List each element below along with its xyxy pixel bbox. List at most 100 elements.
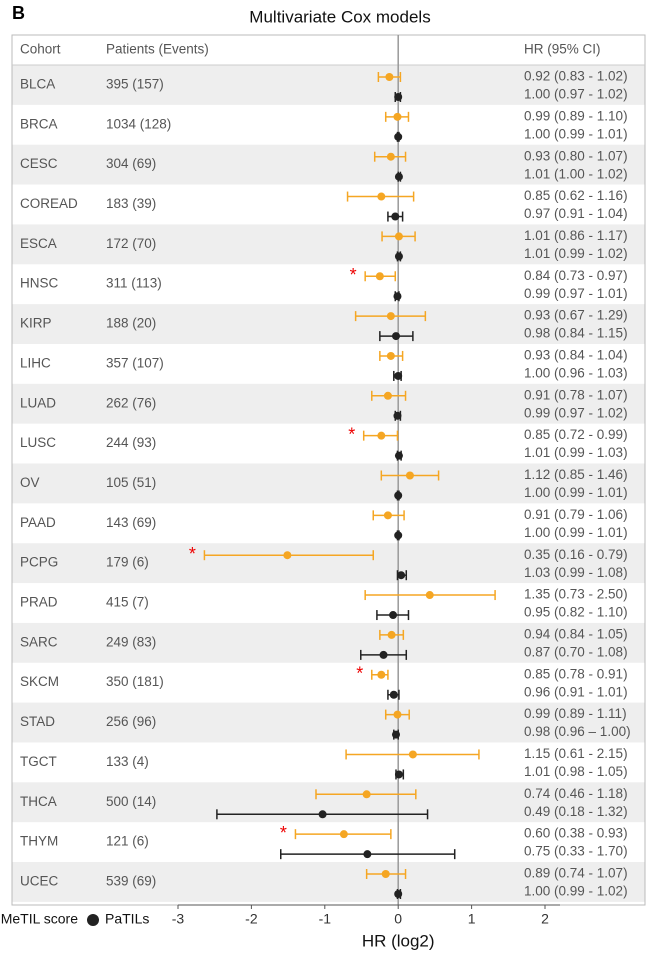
- ci-label: 0.89 (0.74 - 1.07): [524, 866, 628, 881]
- cohort-label: LUSC: [20, 435, 56, 450]
- cohort-label: PRAD: [20, 595, 58, 610]
- x-tick-label: 1: [468, 911, 476, 927]
- estimate-point: [386, 351, 395, 360]
- column-header: Patients (Events): [106, 42, 209, 57]
- chart-title: Multivariate Cox models: [249, 7, 430, 26]
- patients-label: 256 (96): [106, 714, 156, 729]
- estimate-point: [393, 112, 402, 121]
- patients-label: 262 (76): [106, 395, 156, 410]
- ci-label: 1.00 (0.97 - 1.02): [524, 87, 628, 102]
- estimate-point: [391, 332, 400, 341]
- cohort-label: SKCM: [20, 674, 59, 689]
- patients-label: 244 (93): [106, 435, 156, 450]
- x-tick-label: 2: [541, 911, 549, 927]
- ci-label: 1.00 (0.96 - 1.03): [524, 366, 628, 381]
- ci-label: 0.98 (0.84 - 1.15): [524, 326, 628, 341]
- patients-label: 105 (51): [106, 475, 156, 490]
- ci-label: 1.00 (0.99 - 1.01): [524, 525, 628, 540]
- ci-label: 0.99 (0.89 - 1.11): [524, 706, 627, 721]
- estimate-point: [394, 491, 403, 500]
- cohort-label: THYM: [20, 834, 58, 849]
- estimate-point: [393, 411, 402, 420]
- estimate-point: [362, 790, 371, 799]
- estimate-point: [394, 890, 403, 898]
- estimate-point: [394, 132, 403, 141]
- row-band: [12, 463, 645, 504]
- patients-label: 395 (157): [106, 76, 164, 91]
- ci-label: 0.75 (0.33 - 1.70): [524, 844, 628, 859]
- estimate-point: [383, 391, 392, 400]
- ci-label: 0.93 (0.80 - 1.07): [524, 148, 628, 163]
- estimate-point: [405, 471, 414, 480]
- ci-label: 1.00 (0.99 - 1.01): [524, 485, 628, 500]
- significance-mark: *: [280, 823, 287, 843]
- ci-label: 0.87 (0.70 - 1.08): [524, 644, 628, 659]
- legend-label: MeTIL score: [1, 911, 78, 927]
- cohort-label: HNSC: [20, 276, 59, 291]
- estimate-point: [408, 750, 417, 759]
- row-band: [12, 304, 645, 344]
- patients-label: 1034 (128): [106, 116, 171, 131]
- column-header: Cohort: [20, 42, 61, 57]
- cohort-label: OV: [20, 475, 40, 490]
- ci-label: 0.60 (0.38 - 0.93): [524, 826, 628, 841]
- row-band: [12, 862, 645, 902]
- ci-label: 0.93 (0.84 - 1.04): [524, 348, 628, 363]
- ci-label: 0.74 (0.46 - 1.18): [524, 786, 628, 801]
- cohort-label: COREAD: [20, 196, 78, 211]
- ci-label: 0.97 (0.91 - 1.04): [524, 206, 628, 221]
- ci-label: 0.94 (0.84 - 1.05): [524, 626, 628, 641]
- significance-mark: *: [350, 265, 357, 285]
- cohort-label: PCPG: [20, 555, 58, 570]
- estimate-point: [377, 670, 386, 679]
- ci-label: 0.95 (0.82 - 1.10): [524, 605, 628, 620]
- estimate-point: [391, 730, 400, 739]
- cohort-label: STAD: [20, 714, 55, 729]
- cohort-label: UCEC: [20, 873, 59, 888]
- row-band: [12, 543, 645, 584]
- cohort-label: TGCT: [20, 754, 57, 769]
- ci-label: 0.99 (0.97 - 1.02): [524, 405, 628, 420]
- cohort-label: SARC: [20, 634, 58, 649]
- x-tick-label: -1: [319, 911, 332, 927]
- estimate-point: [377, 192, 386, 201]
- row-band: [12, 383, 645, 424]
- ci-label: 1.01 (0.98 - 1.05): [524, 764, 628, 779]
- ci-label: 1.12 (0.85 - 1.46): [524, 467, 628, 482]
- ci-label: 1.01 (0.86 - 1.17): [524, 228, 628, 243]
- row-band: [12, 782, 645, 823]
- estimate-point: [394, 451, 403, 460]
- patients-label: 188 (20): [106, 316, 156, 331]
- estimate-point: [379, 650, 388, 659]
- ci-label: 1.01 (1.00 - 1.02): [524, 166, 628, 181]
- estimate-point: [393, 292, 402, 301]
- significance-mark: *: [356, 664, 363, 684]
- estimate-point: [397, 571, 406, 580]
- patients-label: 143 (69): [106, 515, 156, 530]
- ci-label: 1.35 (0.73 - 2.50): [524, 587, 628, 602]
- estimate-point: [394, 371, 403, 380]
- estimate-point: [383, 511, 392, 520]
- row-band: [12, 702, 645, 743]
- patients-label: 133 (4): [106, 754, 149, 769]
- estimate-point: [389, 611, 398, 620]
- patients-label: 121 (6): [106, 834, 149, 849]
- patients-label: 415 (7): [106, 595, 149, 610]
- ci-label: 0.93 (0.67 - 1.29): [524, 308, 628, 323]
- estimate-point: [389, 690, 398, 699]
- x-tick-label: -2: [245, 911, 258, 927]
- patients-label: 539 (69): [106, 873, 156, 888]
- significance-mark: *: [189, 544, 196, 564]
- ci-label: 1.03 (0.99 - 1.08): [524, 565, 628, 580]
- patients-label: 357 (107): [106, 355, 164, 370]
- estimate-point: [363, 850, 372, 859]
- ci-label: 0.35 (0.16 - 0.79): [524, 547, 628, 562]
- ci-label: 0.91 (0.79 - 1.06): [524, 507, 628, 522]
- ci-label: 0.99 (0.97 - 1.01): [524, 286, 628, 301]
- cohort-label: KIRP: [20, 316, 52, 331]
- x-tick-label: -3: [172, 911, 185, 927]
- ci-label: 0.85 (0.78 - 0.91): [524, 666, 628, 681]
- patients-label: 311 (113): [106, 276, 162, 291]
- ci-label: 1.01 (0.99 - 1.03): [524, 445, 628, 460]
